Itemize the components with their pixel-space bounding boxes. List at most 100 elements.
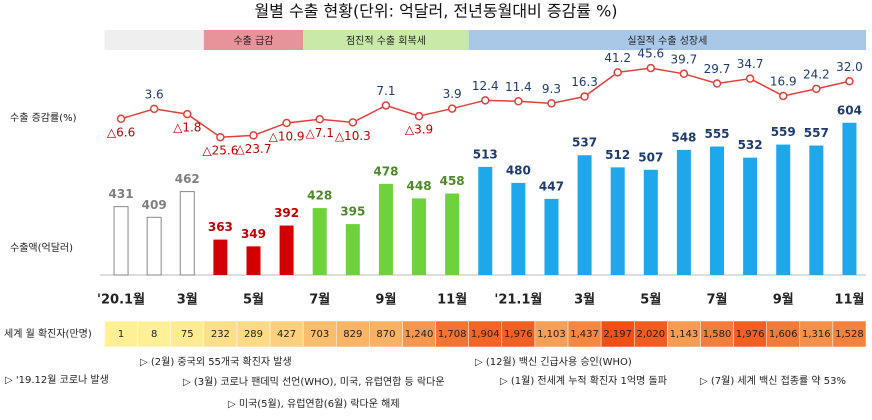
bar <box>246 246 261 275</box>
bar <box>676 149 691 275</box>
annotation: ▷ (2월) 중국외 55개국 확진자 발생 <box>140 356 292 368</box>
bar-value-label: 431 <box>109 187 134 201</box>
growth-marker <box>646 63 656 73</box>
growth-marker <box>149 104 159 114</box>
phase-label: 수출 급감 <box>233 35 273 47</box>
growth-value-label: 16.9 <box>770 74 797 88</box>
cases-value: 1,103 <box>537 329 566 340</box>
bar <box>511 182 526 275</box>
growth-value-label: 29.7 <box>704 62 731 76</box>
bar-value-label: 447 <box>539 179 564 193</box>
growth-value-label: △1.8 <box>173 121 201 135</box>
growth-value-label: 39.7 <box>671 52 698 66</box>
annotation: ▷ (7월) 세계 백신 접종률 약 53% <box>700 375 846 387</box>
cases-value: 1 <box>118 329 124 340</box>
growth-value-label: △7.1 <box>306 126 334 140</box>
phase-band <box>468 30 866 50</box>
growth-marker <box>812 84 821 94</box>
bar-value-label: 507 <box>638 150 663 164</box>
growth-marker <box>348 118 358 127</box>
bar <box>279 225 294 275</box>
x-tick-label: 3월 <box>574 292 595 308</box>
phase-band <box>303 30 469 50</box>
bar <box>809 145 824 275</box>
cases-cell <box>203 320 238 348</box>
x-tick-label: 11월 <box>834 292 864 308</box>
cases-cell <box>534 320 569 348</box>
x-tick-label: 9월 <box>375 292 396 308</box>
bar-value-label: 478 <box>373 164 398 178</box>
phase-band <box>104 30 204 50</box>
bar-value-label: 532 <box>738 138 763 152</box>
growth-value-label: 16.3 <box>571 75 598 89</box>
cases-value: 1,606 <box>769 329 798 340</box>
x-tick-label: '21.1월 <box>494 292 542 308</box>
bar <box>412 198 427 275</box>
x-tick-label: 9월 <box>773 292 794 308</box>
cases-cell <box>269 320 304 348</box>
growth-marker <box>315 115 324 124</box>
growth-marker <box>613 68 622 77</box>
growth-marker <box>580 92 589 101</box>
phase-label: 실질적 수출 성장세 <box>627 35 707 47</box>
bar <box>146 216 162 276</box>
cases-cell <box>832 320 867 348</box>
cases-value: 1,976 <box>504 329 533 340</box>
growth-marker <box>745 74 755 83</box>
cases-value: 2,197 <box>603 329 632 340</box>
cases-value: 1,316 <box>802 329 831 340</box>
cases-value: 1,528 <box>835 329 864 340</box>
bar-value-label: 392 <box>274 206 299 220</box>
cases-cell <box>236 320 271 348</box>
bar <box>743 157 758 275</box>
cases-cell <box>435 320 469 348</box>
chart-title: 월별 수출 현황(단위: 억달러, 전년동월대비 증감률 %) <box>254 2 617 21</box>
cases-value: 75 <box>181 329 194 340</box>
growth-value-label: 41.2 <box>604 51 631 65</box>
line-axis-label: 수출 증감률(%) <box>10 112 77 124</box>
bar-value-label: 559 <box>771 125 796 139</box>
growth-marker <box>778 91 788 101</box>
cases-value: 1,240 <box>405 329 434 340</box>
growth-marker <box>249 131 258 140</box>
cases-value: 2,020 <box>636 329 665 340</box>
growth-marker <box>547 99 556 108</box>
cases-cell <box>766 320 801 348</box>
growth-marker <box>282 118 291 128</box>
cases-value: 1,143 <box>670 329 699 340</box>
bar <box>610 167 625 275</box>
bar-value-label: 537 <box>572 136 597 150</box>
cases-cell <box>567 320 602 348</box>
growth-value-label: △10.3 <box>335 129 371 143</box>
bar-axis-label: 수출액(억달러) <box>10 242 73 254</box>
growth-marker <box>447 104 457 113</box>
cases-cell <box>170 320 205 348</box>
bar-value-label: 604 <box>837 103 862 117</box>
bar <box>312 208 327 275</box>
growth-value-label: △3.9 <box>405 123 433 137</box>
cases-cell <box>600 320 635 348</box>
growth-marker <box>679 69 689 79</box>
cases-value: 289 <box>244 329 263 340</box>
growth-marker <box>381 101 391 110</box>
cases-label: 세계 월 확진자(만명) <box>4 328 92 340</box>
growth-value-label: 45.6 <box>637 47 664 61</box>
x-tick-label: 11월 <box>437 292 467 308</box>
bar <box>544 198 559 275</box>
phase-band <box>203 30 304 50</box>
bar-value-label: 548 <box>671 130 696 144</box>
cases-cell <box>104 320 138 348</box>
cases-value: 829 <box>343 329 362 340</box>
annotation: ▷ (3월) 코로나 팬데믹 선언(WHO), 미국, 유럽연합 등 락다운 <box>183 376 445 388</box>
cases-value: 1,708 <box>438 329 467 340</box>
bar <box>577 155 592 275</box>
bar-value-label: 448 <box>407 179 432 193</box>
growth-value-label: 3.6 <box>145 87 164 101</box>
bar <box>378 183 393 275</box>
cases-value: 870 <box>376 329 395 340</box>
growth-value-label: 11.4 <box>505 80 532 94</box>
bar-value-label: 512 <box>605 148 630 162</box>
cases-cell <box>501 320 536 348</box>
bar <box>643 169 658 275</box>
growth-marker <box>116 114 126 124</box>
